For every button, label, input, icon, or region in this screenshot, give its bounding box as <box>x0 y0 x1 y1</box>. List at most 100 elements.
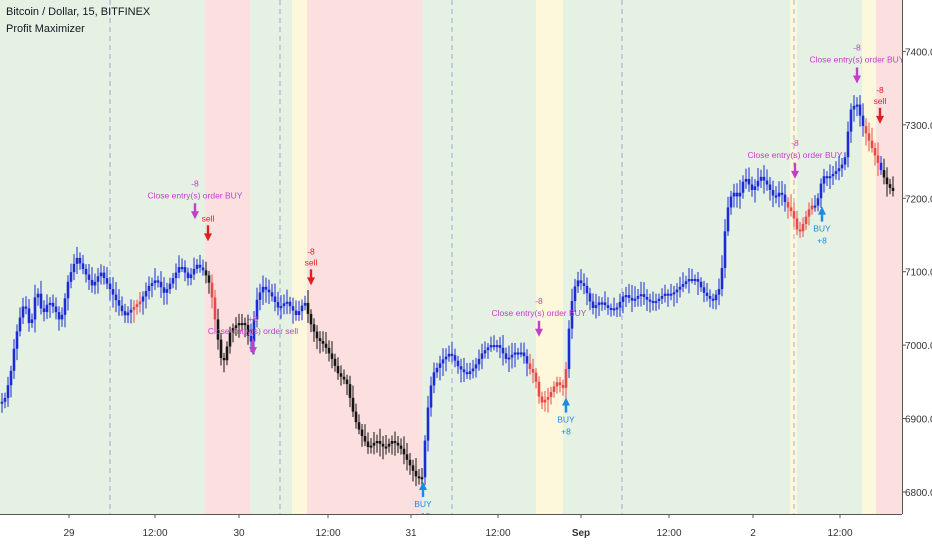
candle[interactable] <box>267 279 271 305</box>
candle[interactable] <box>393 431 397 456</box>
candle[interactable] <box>501 334 505 366</box>
candle[interactable] <box>843 152 847 171</box>
candle[interactable] <box>141 291 145 315</box>
candle[interactable] <box>183 260 187 282</box>
candle[interactable] <box>444 348 448 372</box>
candle[interactable] <box>510 342 514 369</box>
candle[interactable] <box>99 264 103 285</box>
candle[interactable] <box>18 307 22 337</box>
candle[interactable] <box>372 432 376 455</box>
candle[interactable] <box>66 275 70 311</box>
candle[interactable] <box>849 103 853 143</box>
candle[interactable] <box>645 289 649 312</box>
candle[interactable] <box>678 276 682 298</box>
candle[interactable] <box>75 246 79 275</box>
candle[interactable] <box>729 190 733 215</box>
candle[interactable] <box>732 183 736 208</box>
candle[interactable] <box>453 348 457 368</box>
candle[interactable] <box>57 306 61 331</box>
candle[interactable] <box>474 357 478 378</box>
candle[interactable] <box>597 296 601 317</box>
candle[interactable] <box>78 252 82 270</box>
candle[interactable] <box>285 289 289 315</box>
candle[interactable] <box>81 255 85 275</box>
candle[interactable] <box>780 180 784 206</box>
signal-close[interactable]: Close entry(s) order BUY -8 <box>810 42 905 84</box>
candle[interactable] <box>162 277 166 305</box>
candle[interactable] <box>111 277 115 308</box>
candle[interactable] <box>186 267 190 286</box>
candle[interactable] <box>696 272 700 295</box>
candle[interactable] <box>30 313 34 328</box>
candle[interactable] <box>876 142 880 176</box>
candle[interactable] <box>741 175 745 199</box>
candle[interactable] <box>651 291 655 311</box>
candle[interactable] <box>207 270 211 294</box>
candle[interactable] <box>657 293 661 310</box>
candle[interactable] <box>546 387 550 413</box>
candle[interactable] <box>438 355 442 381</box>
candle[interactable] <box>387 438 391 453</box>
candle[interactable] <box>600 297 604 311</box>
candle[interactable] <box>654 293 658 312</box>
candle[interactable] <box>291 297 295 324</box>
candle[interactable] <box>885 167 889 197</box>
candle[interactable] <box>429 376 433 417</box>
candle[interactable] <box>567 320 571 378</box>
candle[interactable] <box>795 210 799 236</box>
candle[interactable] <box>855 97 859 117</box>
candle[interactable] <box>270 284 274 302</box>
candle[interactable] <box>507 345 511 373</box>
candle[interactable] <box>570 288 574 339</box>
candle[interactable] <box>225 341 229 366</box>
candle[interactable] <box>138 291 142 313</box>
candle[interactable] <box>294 300 298 321</box>
candle[interactable] <box>129 299 133 324</box>
candle[interactable] <box>12 339 16 379</box>
candle[interactable] <box>528 353 532 375</box>
candle[interactable] <box>867 122 871 152</box>
candle[interactable] <box>117 289 121 316</box>
candle[interactable] <box>561 379 565 396</box>
candle[interactable] <box>228 326 232 354</box>
signal-close[interactable]: Close entry(s) order BUY -8 <box>492 296 587 337</box>
candle[interactable] <box>171 272 175 289</box>
candle[interactable] <box>15 324 19 361</box>
candle[interactable] <box>204 261 208 284</box>
candle[interactable] <box>489 336 493 352</box>
candle[interactable] <box>6 376 10 407</box>
candle[interactable] <box>618 293 622 317</box>
candle[interactable] <box>723 219 727 279</box>
candle[interactable] <box>39 280 43 315</box>
candle[interactable] <box>282 294 286 315</box>
candle[interactable] <box>687 268 691 294</box>
candle[interactable] <box>759 169 763 188</box>
candle[interactable] <box>249 323 253 352</box>
candle[interactable] <box>243 317 247 338</box>
candle[interactable] <box>777 181 781 208</box>
candle[interactable] <box>177 255 181 279</box>
candle[interactable] <box>432 362 436 394</box>
candle[interactable] <box>774 186 778 204</box>
candle[interactable] <box>822 168 826 193</box>
candle[interactable] <box>123 303 127 323</box>
candle[interactable] <box>858 95 862 127</box>
signal-buy[interactable]: BUY +8 <box>813 206 831 246</box>
candle[interactable] <box>753 179 757 203</box>
candle[interactable] <box>624 286 628 308</box>
candle[interactable] <box>3 392 7 409</box>
candle[interactable] <box>726 196 730 236</box>
candle[interactable] <box>48 296 52 318</box>
candle[interactable] <box>471 359 475 379</box>
candle[interactable] <box>408 453 412 475</box>
candle[interactable] <box>660 288 664 304</box>
candle[interactable] <box>633 286 637 308</box>
candle[interactable] <box>189 268 193 286</box>
candle[interactable] <box>540 391 544 410</box>
candle[interactable] <box>90 267 94 293</box>
candle[interactable] <box>537 376 541 404</box>
candle[interactable] <box>861 103 865 137</box>
candle[interactable] <box>21 297 25 325</box>
candle[interactable] <box>882 158 886 185</box>
candle[interactable] <box>831 165 835 186</box>
